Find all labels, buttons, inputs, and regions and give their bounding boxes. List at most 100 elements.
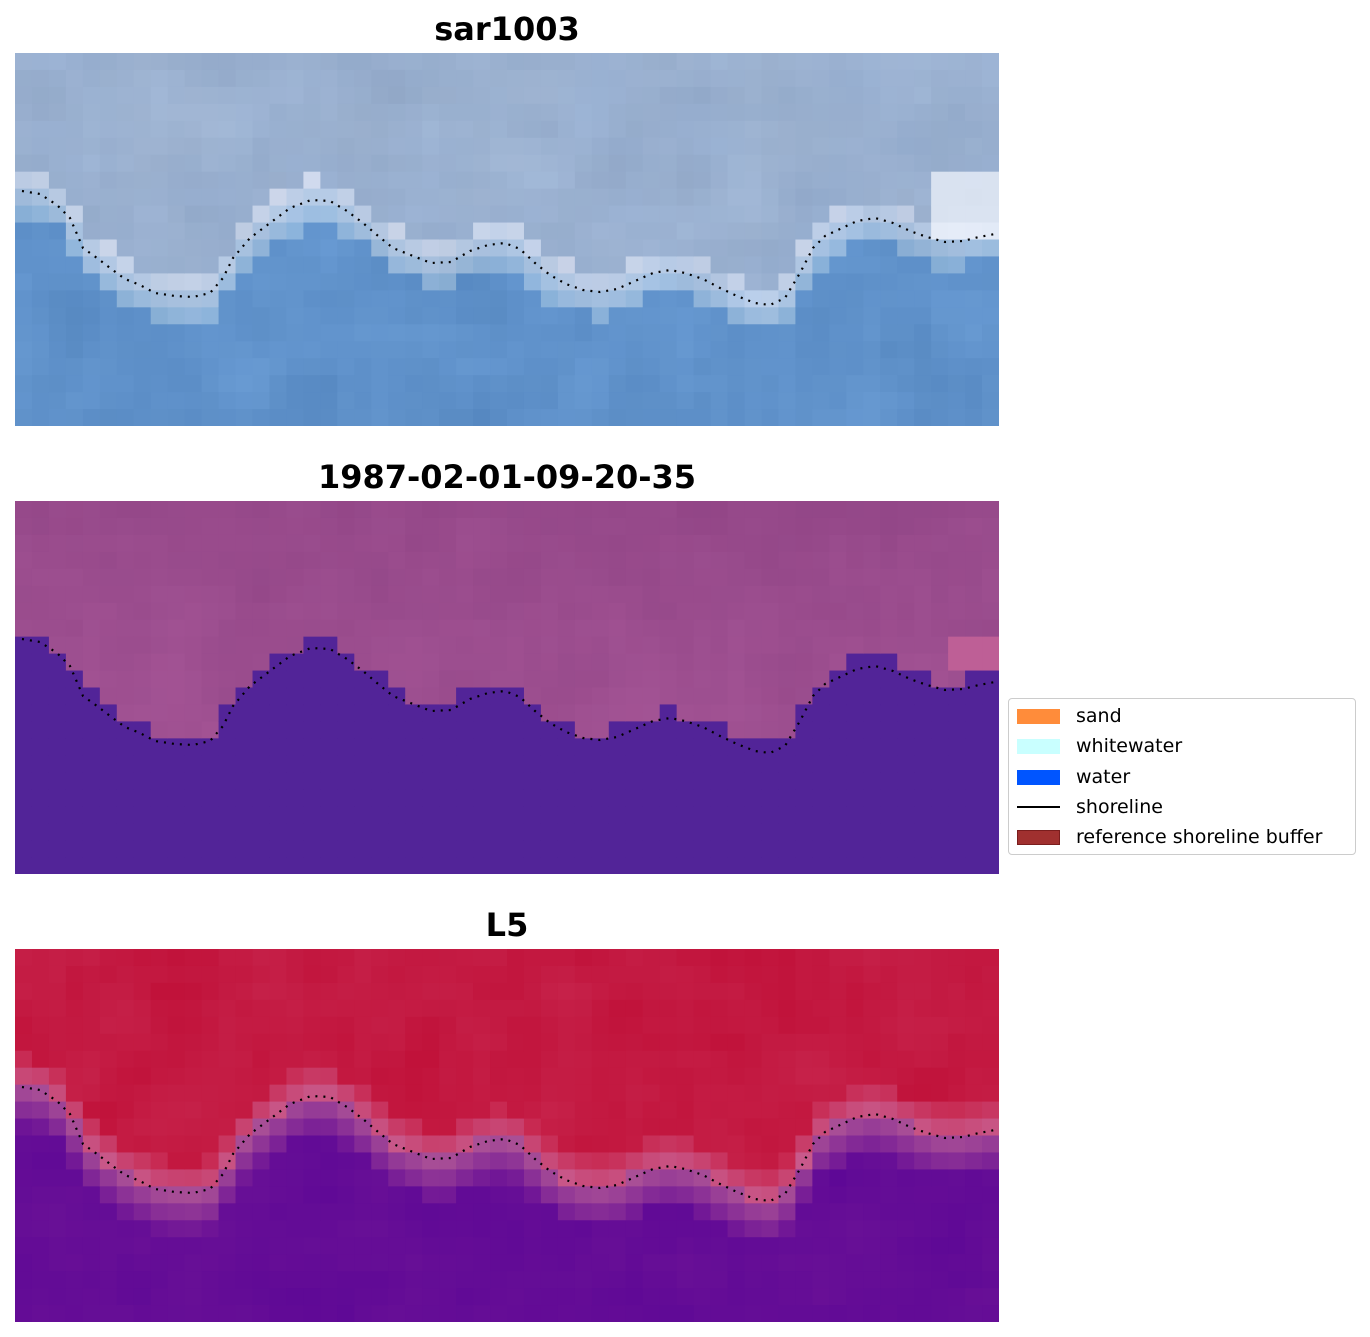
sar-pixel [574, 188, 593, 207]
sar-pixel [642, 205, 661, 224]
index-pixel [150, 965, 169, 984]
index-pixel [557, 1254, 576, 1272]
sar-pixel [439, 137, 457, 156]
class-pixel [727, 789, 746, 807]
sar-pixel [778, 290, 797, 308]
legend-item-shoreline: shoreline [1017, 796, 1163, 818]
sar-pixel [405, 69, 423, 88]
class-pixel [235, 568, 254, 587]
sar-pixel [642, 307, 661, 325]
class-pixel [82, 619, 101, 638]
class-pixel [388, 534, 406, 553]
sar-pixel [252, 307, 271, 325]
class-pixel [744, 704, 763, 722]
class-pixel [252, 840, 271, 858]
class-pixel [133, 653, 152, 672]
class-pixel [591, 653, 610, 672]
class-pixel [133, 789, 152, 807]
class-pixel [608, 636, 627, 655]
sar-pixel [778, 324, 797, 342]
class-pixel [371, 619, 389, 638]
class-pixel [523, 534, 542, 553]
index-pixel [354, 1305, 372, 1322]
class-pixel [523, 772, 542, 790]
sar-pixel [235, 375, 254, 393]
class-pixel [218, 602, 237, 621]
class-pixel [422, 653, 440, 672]
index-pixel [422, 1135, 440, 1154]
sar-pixel [557, 307, 576, 325]
index-pixel [557, 1033, 576, 1052]
index-pixel [286, 1271, 305, 1289]
class-pixel [320, 568, 338, 587]
class-pixel [439, 687, 457, 706]
class-pixel [982, 501, 999, 519]
index-pixel [422, 1237, 440, 1255]
sar-pixel [133, 290, 152, 308]
class-pixel [676, 602, 695, 621]
index-pixel [914, 1305, 932, 1322]
class-pixel [693, 840, 712, 858]
class-pixel [99, 857, 118, 874]
index-pixel [795, 1101, 813, 1120]
index-pixel [65, 982, 84, 1001]
index-pixel [269, 1152, 288, 1170]
class-pixel [659, 721, 678, 739]
index-pixel [405, 965, 423, 984]
class-pixel [303, 789, 321, 807]
class-pixel [252, 670, 271, 689]
index-pixel [235, 965, 254, 984]
class-pixel [337, 534, 355, 553]
sar-pixel [371, 307, 389, 325]
class-pixel [473, 772, 491, 790]
index-pixel [965, 1033, 983, 1052]
sar-pixel [812, 375, 830, 393]
class-pixel [150, 806, 169, 824]
sar-pixel [965, 120, 983, 139]
index-pixel [133, 1169, 152, 1187]
sar-pixel [184, 205, 203, 224]
sar-pixel [286, 239, 305, 258]
class-pixel [507, 517, 525, 536]
index-pixel [812, 1033, 830, 1052]
index-pixel [371, 1118, 389, 1137]
index-pixel [490, 1118, 508, 1137]
class-pixel [829, 636, 847, 655]
sar-pixel [965, 239, 983, 258]
index-pixel [167, 1203, 186, 1221]
class-pixel [286, 670, 305, 689]
class-pixel [914, 857, 932, 874]
index-pixel [625, 1237, 644, 1255]
class-pixel [201, 653, 220, 672]
sar-pixel [82, 86, 101, 105]
index-pixel [252, 982, 271, 1001]
class-pixel [439, 721, 457, 739]
sar-pixel [15, 154, 33, 173]
sar-pixel [948, 205, 966, 224]
index-pixel [235, 1016, 254, 1035]
index-pixel [931, 1084, 949, 1103]
sar-pixel [965, 256, 983, 274]
index-pixel [422, 965, 440, 984]
sar-pixel [99, 86, 118, 105]
index-pixel [235, 949, 254, 967]
sar-pixel [778, 375, 797, 393]
sar-pixel [710, 273, 729, 291]
class-pixel [286, 687, 305, 706]
index-pixel [218, 1305, 237, 1322]
class-pixel [235, 517, 254, 536]
sar-pixel [286, 324, 305, 342]
sar-pixel [490, 222, 508, 241]
class-pixel [982, 823, 999, 841]
index-pixel [897, 1084, 915, 1103]
index-pixel [761, 1203, 780, 1221]
class-pixel [405, 772, 423, 790]
sar-pixel [320, 137, 338, 156]
index-pixel [133, 1118, 152, 1137]
index-pixel [897, 1186, 915, 1204]
index-pixel [269, 965, 288, 984]
sar-pixel [167, 324, 186, 342]
sar-pixel [591, 256, 610, 274]
index-pixel [761, 1016, 780, 1035]
index-pixel [557, 1101, 576, 1120]
